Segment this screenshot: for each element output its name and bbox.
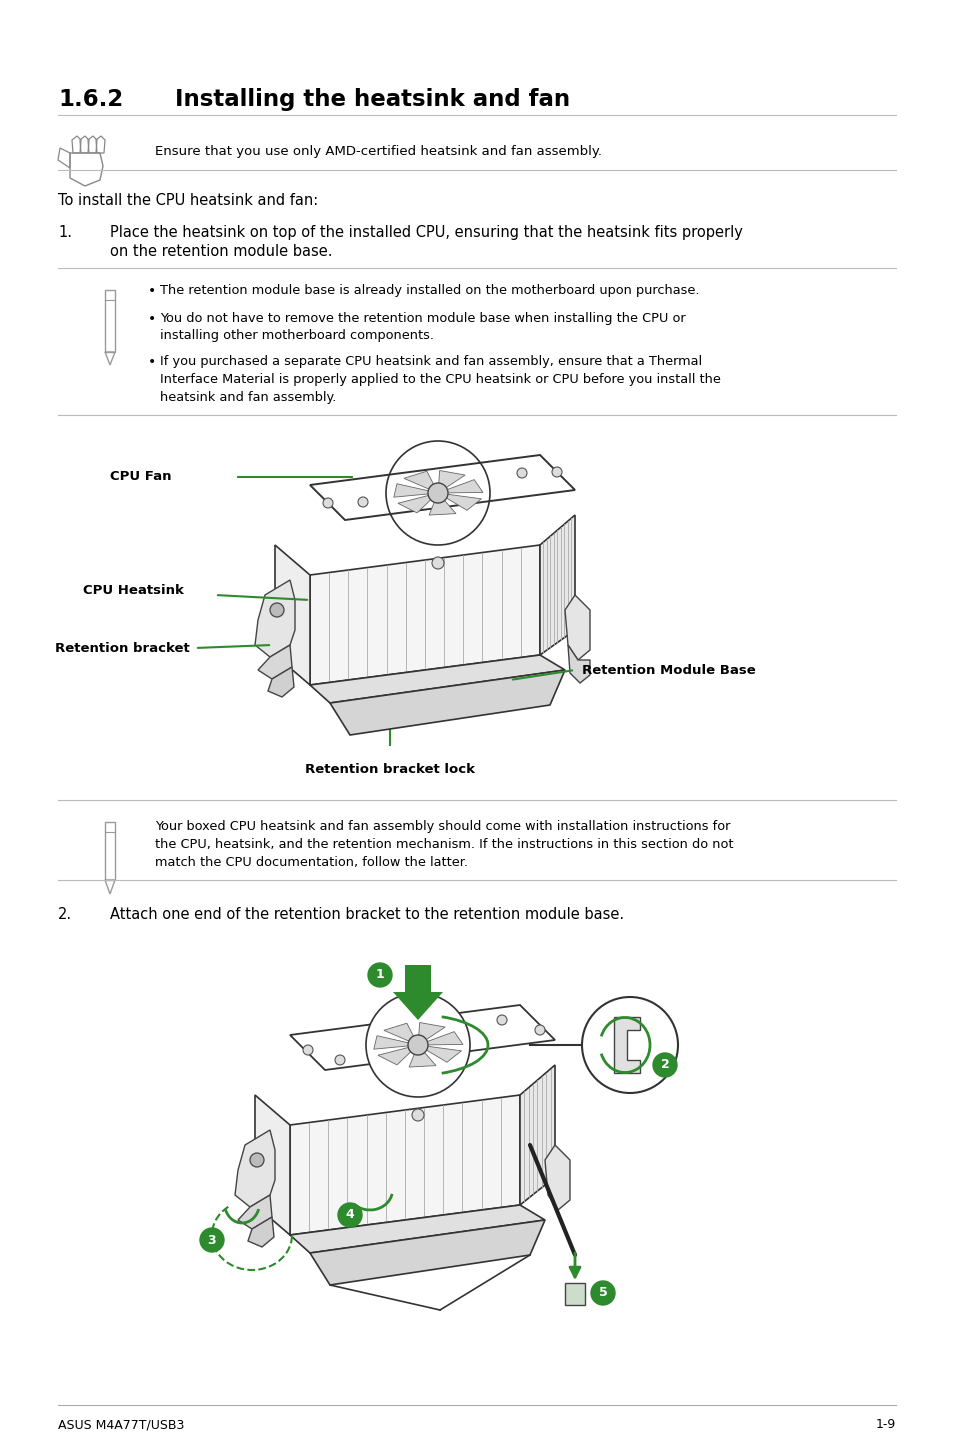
Text: heatsink and fan assembly.: heatsink and fan assembly. (160, 391, 336, 404)
Text: The retention module base is already installed on the motherboard upon purchase.: The retention module base is already ins… (160, 284, 699, 296)
Polygon shape (403, 471, 437, 493)
Polygon shape (429, 493, 456, 516)
Polygon shape (397, 493, 437, 513)
Circle shape (432, 557, 443, 569)
Polygon shape (437, 480, 482, 493)
Circle shape (250, 1153, 264, 1167)
Polygon shape (614, 1017, 639, 1073)
Text: Your boxed CPU heatsink and fan assembly should come with installation instructi: Your boxed CPU heatsink and fan assembly… (154, 821, 730, 833)
Text: 1-9: 1-9 (875, 1418, 895, 1431)
Polygon shape (310, 455, 575, 520)
Polygon shape (417, 1031, 462, 1045)
Text: the CPU, heatsink, and the retention mechanism. If the instructions in this sect: the CPU, heatsink, and the retention mec… (154, 838, 733, 851)
Polygon shape (437, 493, 481, 510)
Polygon shape (254, 1095, 290, 1234)
Polygon shape (393, 965, 442, 1020)
Text: on the retention module base.: on the retention module base. (110, 243, 333, 259)
Text: Retention Module Base: Retention Module Base (581, 663, 755, 676)
Text: •: • (148, 284, 156, 298)
Polygon shape (237, 1194, 272, 1229)
Text: match the CPU documentation, follow the latter.: match the CPU documentation, follow the … (154, 856, 468, 869)
Circle shape (590, 1282, 615, 1305)
Polygon shape (310, 1220, 544, 1285)
Circle shape (337, 1203, 361, 1227)
Polygon shape (539, 516, 575, 654)
Circle shape (366, 992, 470, 1097)
Text: 1: 1 (375, 968, 384, 981)
Circle shape (517, 468, 526, 478)
Text: Place the heatsink on top of the installed CPU, ensuring that the heatsink fits : Place the heatsink on top of the install… (110, 225, 742, 241)
Polygon shape (417, 1045, 461, 1063)
Text: 2: 2 (659, 1058, 669, 1071)
Circle shape (535, 1025, 544, 1035)
Circle shape (270, 603, 284, 617)
Polygon shape (310, 654, 564, 703)
Text: Installing the heatsink and fan: Installing the heatsink and fan (174, 87, 570, 112)
Text: 2.: 2. (58, 906, 72, 922)
Polygon shape (254, 580, 294, 657)
Polygon shape (519, 1065, 555, 1204)
Text: Interface Material is properly applied to the CPU heatsink or CPU before you ins: Interface Material is properly applied t… (160, 372, 720, 387)
Polygon shape (409, 1045, 436, 1067)
Polygon shape (234, 1130, 274, 1207)
Polygon shape (544, 1146, 569, 1210)
Text: To install the CPU heatsink and fan:: To install the CPU heatsink and fan: (58, 193, 318, 208)
Circle shape (408, 1035, 428, 1055)
Circle shape (200, 1229, 224, 1252)
Polygon shape (290, 1204, 544, 1253)
Circle shape (497, 1015, 506, 1025)
Text: Retention bracket: Retention bracket (55, 642, 190, 654)
Polygon shape (564, 1283, 584, 1305)
Text: CPU Heatsink: CPU Heatsink (83, 583, 184, 597)
Circle shape (412, 1108, 423, 1121)
Polygon shape (248, 1217, 274, 1247)
Circle shape (357, 497, 368, 507)
Text: 3: 3 (208, 1233, 216, 1246)
Text: You do not have to remove the retention module base when installing the CPU or: You do not have to remove the retention … (160, 312, 685, 325)
Text: 1.6.2: 1.6.2 (58, 87, 123, 112)
Polygon shape (290, 1005, 555, 1070)
Text: •: • (148, 355, 156, 369)
Polygon shape (383, 1024, 417, 1045)
Circle shape (552, 467, 561, 477)
Text: 1.: 1. (58, 225, 71, 241)
Text: ASUS M4A77T/USB3: ASUS M4A77T/USB3 (58, 1418, 184, 1431)
Text: Attach one end of the retention bracket to the retention module base.: Attach one end of the retention bracket … (110, 906, 623, 922)
Circle shape (335, 1055, 345, 1065)
Circle shape (303, 1045, 313, 1055)
Text: CPU Fan: CPU Fan (110, 471, 172, 484)
Text: •: • (148, 312, 156, 326)
Polygon shape (417, 1022, 445, 1045)
Polygon shape (310, 546, 539, 684)
Polygon shape (437, 471, 465, 493)
Circle shape (428, 483, 448, 503)
Polygon shape (268, 667, 294, 697)
Text: 4: 4 (345, 1209, 354, 1221)
Polygon shape (290, 1095, 519, 1234)
Polygon shape (374, 1035, 417, 1050)
Polygon shape (377, 1045, 417, 1065)
Polygon shape (564, 596, 589, 660)
Circle shape (581, 997, 678, 1093)
Polygon shape (257, 644, 292, 679)
Circle shape (323, 498, 333, 508)
Text: If you purchased a separate CPU heatsink and fan assembly, ensure that a Thermal: If you purchased a separate CPU heatsink… (160, 355, 701, 368)
Circle shape (368, 962, 392, 987)
Text: Retention bracket lock: Retention bracket lock (305, 763, 475, 776)
Polygon shape (394, 484, 437, 497)
Polygon shape (274, 546, 310, 684)
Text: 5: 5 (598, 1286, 607, 1299)
Text: Ensure that you use only AMD-certified heatsink and fan assembly.: Ensure that you use only AMD-certified h… (154, 145, 601, 158)
Circle shape (652, 1053, 677, 1077)
Polygon shape (567, 644, 589, 683)
Polygon shape (330, 670, 564, 735)
Text: installing other motherboard components.: installing other motherboard components. (160, 329, 434, 342)
